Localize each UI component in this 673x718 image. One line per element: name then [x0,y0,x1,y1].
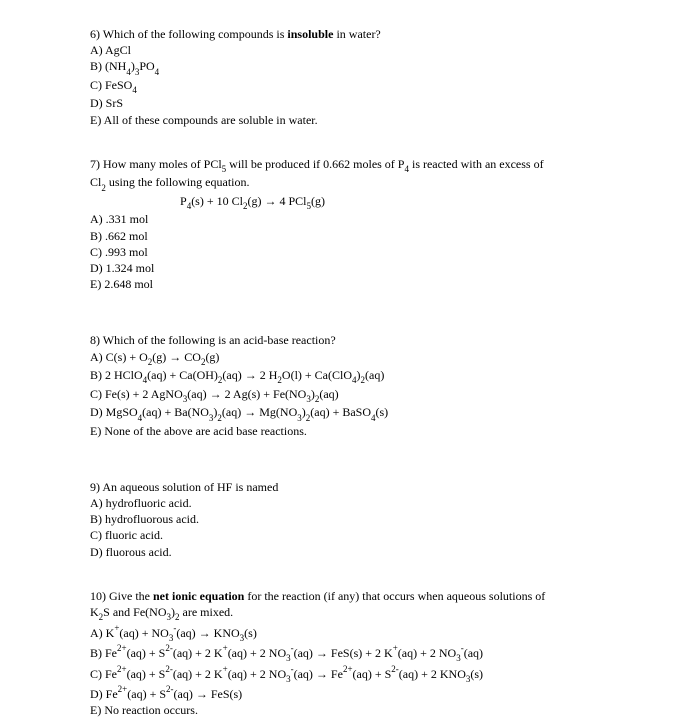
q7-option-b: B) .662 mol [90,228,583,244]
q7-option-e: E) 2.648 mol [90,276,583,292]
q6-option-e: E) All of these compounds are soluble in… [90,112,583,128]
q7-option-d: D) 1.324 mol [90,260,583,276]
q10-option-e: E) No reaction occurs. [90,702,583,718]
question-7: 7) How many moles of PCl5 will be produc… [90,156,583,293]
q7-option-a: A) .331 mol [90,211,583,227]
q6-prompt-bold: insoluble [287,27,333,41]
q7-line2: Cl2 using the following equation. [90,174,583,193]
q6-option-c: C) FeSO4 [90,77,583,96]
q6-prompt: 6) Which of the following compounds is i… [90,26,583,42]
q10-line1-bold: net ionic equation [153,589,244,603]
q9-option-d: D) fluorous acid. [90,544,583,560]
q9-option-b: B) hydrofluorous acid. [90,511,583,527]
q9-option-a: A) hydrofluoric acid. [90,495,583,511]
q6-prompt-before: 6) Which of the following compounds is [90,27,287,41]
question-6: 6) Which of the following compounds is i… [90,26,583,128]
q10-line2: K2S and Fe(NO3)2 are mixed. [90,604,583,623]
q7-equation: P4(s) + 10 Cl2(g) → 4 PCl5(g) [90,193,583,212]
q9-prompt: 9) An aqueous solution of HF is named [90,479,583,495]
q7-option-c: C) .993 mol [90,244,583,260]
q10-option-c: C) Fe2+(aq) + S2-(aq) + 2 K+(aq) + 2 NO3… [90,664,583,685]
q10-line1: 10) Give the net ionic equation for the … [90,588,583,604]
q8-prompt: 8) Which of the following is an acid-bas… [90,332,583,348]
q6-prompt-after: in water? [333,27,380,41]
q6-option-d: D) SrS [90,95,583,111]
q10-option-b: B) Fe2+(aq) + S2-(aq) + 2 K+(aq) + 2 NO3… [90,643,583,664]
q6-option-a: A) AgCl [90,42,583,58]
q10-line1-before: 10) Give the [90,589,153,603]
q8-option-e: E) None of the above are acid base react… [90,423,583,439]
q9-option-c: C) fluoric acid. [90,527,583,543]
question-9: 9) An aqueous solution of HF is named A)… [90,479,583,560]
q8-option-c: C) Fe(s) + 2 AgNO3(aq) → 2 Ag(s) + Fe(NO… [90,386,583,405]
q8-option-d: D) MgSO4(aq) + Ba(NO3)2(aq) → Mg(NO3)2(a… [90,404,583,423]
q8-option-b: B) 2 HClO4(aq) + Ca(OH)2(aq) → 2 H2O(l) … [90,367,583,386]
q6-option-b: B) (NH4)3PO4 [90,58,583,77]
question-8: 8) Which of the following is an acid-bas… [90,332,583,439]
q10-option-a: A) K+(aq) + NO3-(aq) → KNO3(s) [90,623,583,644]
q8-option-a: A) C(s) + O2(g) → CO2(g) [90,349,583,368]
question-10: 10) Give the net ionic equation for the … [90,588,583,718]
q10-line1-after: for the reaction (if any) that occurs wh… [244,589,545,603]
q7-line1: 7) How many moles of PCl5 will be produc… [90,156,583,175]
